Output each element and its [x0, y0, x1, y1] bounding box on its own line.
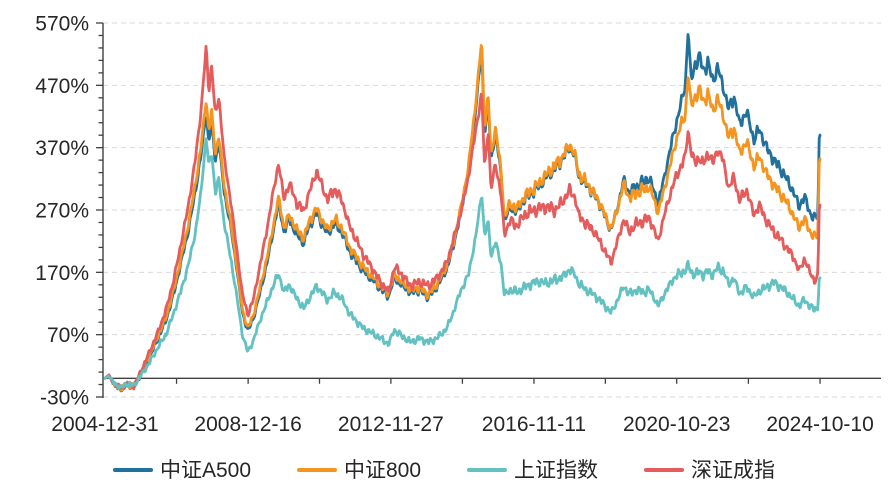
csi-a500-line-swatch-icon — [112, 468, 153, 472]
x-axis-label: 2024-10-10 — [766, 413, 873, 436]
szse-component-line-swatch-icon — [644, 468, 685, 472]
legend-item-szse-component[interactable]: 深证成指 — [644, 460, 775, 481]
chart-legend: 中证A500 中证800 上证指数 深证成指 — [0, 444, 888, 496]
legend-label-csi-a500: 中证A500 — [159, 458, 251, 482]
x-axis-label: 2012-11-27 — [338, 413, 444, 436]
y-axis-label: 370% — [35, 137, 89, 160]
legend-label-sse-composite: 上证指数 — [514, 458, 599, 482]
legend-label-csi-800: 中证800 — [344, 458, 422, 482]
y-axis-label: -30% — [40, 387, 89, 410]
series-line-csi-800 — [103, 44, 822, 392]
y-axis-label: 270% — [35, 200, 89, 223]
series-line-szse-component — [103, 44, 822, 391]
csi-800-line-swatch-icon — [297, 468, 337, 472]
y-axis-label: 470% — [35, 75, 89, 98]
x-axis-label: 2020-10-23 — [623, 413, 730, 436]
y-axis-label: 170% — [35, 262, 89, 285]
chart-plot-area: 570% 470% 370% 270% 170% 70% -30% 2004-12-31 200… — [35, 13, 881, 436]
x-axis-label: 2004-12-31 — [51, 413, 158, 436]
series-line-sse-composite — [103, 137, 822, 390]
x-axis-label: 2016-11-11 — [482, 413, 586, 436]
x-axis-label: 2008-12-16 — [194, 413, 301, 436]
legend-item-csi-800[interactable]: 中证800 — [297, 460, 421, 481]
legend-label-szse-component: 深证成指 — [691, 458, 776, 482]
legend-item-sse-composite[interactable]: 上证指数 — [467, 460, 598, 481]
y-axis-label: 70% — [47, 324, 89, 347]
y-axis-label: 570% — [35, 13, 89, 36]
sse-composite-line-swatch-icon — [467, 468, 508, 472]
legend-item-csi-a500[interactable]: 中证A500 — [112, 458, 251, 482]
